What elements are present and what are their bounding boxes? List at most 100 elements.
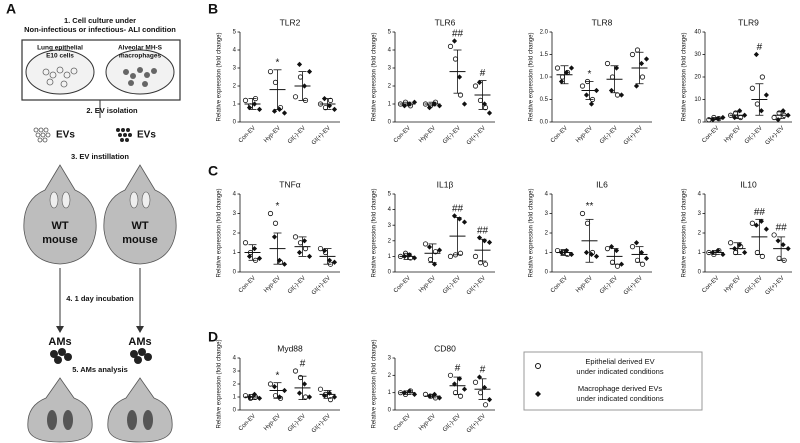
x-tick-label: GI(+)-EV [466, 275, 487, 296]
chart: IL1β Relative expression (fold change) 0 1 2… [372, 179, 495, 296]
y-tick-label: 2 [233, 84, 237, 90]
chart-title: IL1β [437, 179, 454, 189]
am-cluster [50, 348, 152, 364]
data-point [732, 114, 738, 121]
data-point [306, 394, 313, 400]
data-point [608, 87, 615, 94]
y-tick-label: 3 [233, 369, 237, 375]
x-tick-label: Con-EV [701, 275, 720, 294]
data-point [256, 255, 263, 261]
data-point [306, 69, 313, 75]
data-point [559, 74, 566, 80]
chart-title: TLR9 [738, 17, 759, 27]
chart-title: Myd88 [277, 343, 303, 353]
y-tick-label: 3 [233, 211, 237, 217]
cells [123, 67, 157, 87]
data-point [477, 260, 484, 266]
dish [25, 49, 95, 95]
data-point [426, 105, 433, 111]
data-point [733, 249, 739, 256]
data-point [733, 110, 739, 116]
x-tick-label: Con-EV [393, 125, 412, 144]
y-tick-label: 4 [545, 192, 549, 198]
data-point [486, 239, 493, 245]
significance: ** [586, 201, 594, 212]
chart: TLR6 Relative expression (fold change) 0 1 2… [372, 17, 495, 146]
legend: Epithelial derived EV under indicated co… [523, 351, 703, 411]
y-axis-label: Relative expression (fold change) [529, 188, 535, 277]
data-point [317, 386, 324, 392]
x-tick-label: Hyp-EV [263, 413, 282, 432]
data-point [321, 247, 328, 254]
chart: TLR2 Relative expression (fold change) 0 1 2… [217, 17, 340, 146]
data-point [629, 51, 636, 58]
x-tick-label: Hyp-EV [418, 413, 437, 432]
y-axis-label: Relative expression (fold change) [372, 32, 378, 121]
am-label: AMs [128, 336, 151, 348]
y-tick-label: 4 [388, 48, 392, 54]
x-tick-label: GI(-)-EV [287, 275, 307, 295]
lung [47, 410, 153, 430]
cell-label: Alveolar MH-S [118, 45, 163, 52]
y-tick-label: 2 [545, 231, 549, 237]
data-point [780, 108, 786, 114]
y-axis-label: Relative expression (fold change) [217, 188, 223, 277]
data-point [267, 69, 274, 75]
step-text: 2. EV isolation [86, 106, 138, 115]
y-tick-label: 0.0 [540, 120, 549, 126]
ev-label: EVs [137, 130, 156, 141]
data-point [753, 222, 759, 228]
data-point [246, 105, 253, 111]
y-tick-label: 30 [694, 52, 701, 58]
step-text: 3. EV instillation [71, 152, 129, 161]
data-point [720, 114, 726, 121]
x-tick-label: Hyp-EV [723, 275, 742, 294]
x-tick-label: GI(-)-EV [442, 275, 462, 295]
data-point [643, 56, 650, 62]
x-tick-label: GI(+)-EV [311, 125, 332, 146]
chart: CD80 Relative expression (fold change) 0 1 2… [372, 339, 495, 434]
data-point [317, 246, 324, 252]
ev-label: EVs [56, 130, 75, 141]
legend-symbol [535, 363, 541, 369]
y-tick-label: 4 [698, 192, 702, 198]
significance: ## [776, 223, 788, 234]
significance: ## [452, 203, 464, 214]
chart-title: TLR8 [592, 17, 613, 27]
chart-title: TLR6 [435, 17, 456, 27]
significance: * [276, 201, 280, 212]
data-point [614, 263, 621, 269]
x-tick-label: GI(+)-EV [311, 275, 332, 296]
data-point [771, 114, 777, 121]
legend-text: under indicated conditions [576, 394, 663, 403]
data-point [604, 246, 611, 252]
diagram: A 1. Cell culture under Non-infectious o… [6, 1, 181, 443]
x-tick-label: Hyp-EV [418, 275, 437, 294]
data-point [775, 238, 781, 244]
data-point [482, 402, 489, 408]
data-point [477, 97, 484, 104]
chart: Myd88 Relative expression (fold change) 0 1… [217, 339, 340, 434]
mouse-label: mouse [42, 234, 77, 246]
ev-dots [33, 127, 51, 143]
data-point [426, 244, 433, 250]
data-point [427, 256, 434, 263]
y-tick-label: 0 [698, 270, 702, 276]
data-point [472, 253, 479, 259]
y-tick-label: 4 [388, 207, 392, 213]
data-point [461, 386, 468, 392]
data-point [638, 249, 645, 256]
data-point [634, 257, 641, 263]
data-point [758, 218, 764, 224]
data-point [486, 397, 493, 403]
x-tick-label: Hyp-EV [263, 125, 282, 144]
y-tick-label: 2 [233, 382, 237, 388]
data-point [737, 108, 743, 114]
x-tick-label: GI(+)-EV [765, 275, 786, 296]
y-tick-label: 0 [233, 408, 237, 414]
y-tick-label: 1 [233, 395, 237, 401]
data-point [771, 232, 777, 238]
data-point [629, 244, 636, 250]
data-point [447, 253, 454, 259]
y-tick-label: 4 [233, 48, 237, 54]
